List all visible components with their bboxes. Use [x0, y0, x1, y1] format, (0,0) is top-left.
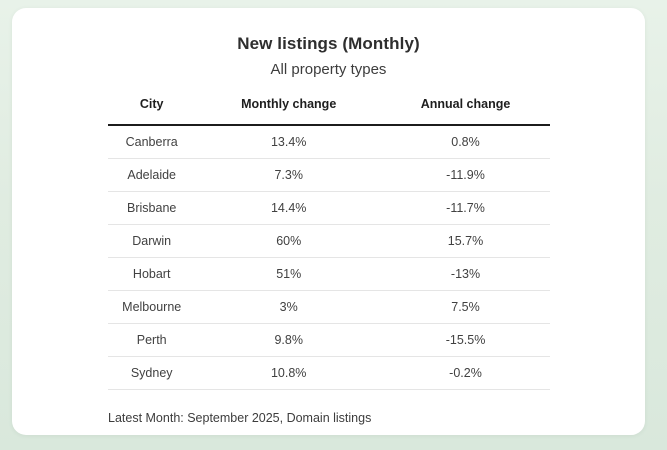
- cell-monthly-change: 14.4%: [195, 191, 382, 225]
- column-header-city: City: [107, 90, 196, 126]
- table-row: Hobart 51% -13%: [107, 257, 550, 291]
- cell-city: Sydney: [107, 356, 196, 390]
- column-header-monthly-change: Monthly change: [195, 90, 382, 126]
- cell-city: Hobart: [107, 257, 196, 291]
- cell-monthly-change: 10.8%: [195, 356, 382, 390]
- table-body: Canberra 13.4% 0.8% Adelaide 7.3% -11.9%…: [107, 125, 550, 390]
- table-row: Brisbane 14.4% -11.7%: [107, 191, 550, 225]
- column-header-annual-change: Annual change: [381, 90, 550, 126]
- table-row: Sydney 10.8% -0.2%: [107, 356, 550, 390]
- cell-city: Brisbane: [107, 191, 196, 225]
- cell-annual-change: -15.5%: [381, 323, 550, 357]
- cell-monthly-change: 3%: [195, 290, 382, 324]
- cell-annual-change: 0.8%: [381, 125, 550, 159]
- table-row: Melbourne 3% 7.5%: [107, 290, 550, 324]
- cell-city: Perth: [107, 323, 196, 357]
- cell-annual-change: -11.7%: [381, 191, 550, 225]
- cell-annual-change: -13%: [381, 257, 550, 291]
- listing-card: New listings (Monthly) All property type…: [12, 8, 645, 435]
- cell-monthly-change: 9.8%: [195, 323, 382, 357]
- cell-city: Canberra: [107, 125, 196, 159]
- table-row: Darwin 60% 15.7%: [107, 224, 550, 258]
- table-header: City Monthly change Annual change: [107, 90, 550, 126]
- cell-monthly-change: 60%: [195, 224, 382, 258]
- page-title: New listings (Monthly): [237, 34, 420, 53]
- cell-annual-change: 7.5%: [381, 290, 550, 324]
- cell-monthly-change: 7.3%: [195, 158, 382, 192]
- table-row: Adelaide 7.3% -11.9%: [107, 158, 550, 192]
- table-header-row: City Monthly change Annual change: [107, 90, 550, 126]
- cell-monthly-change: 13.4%: [195, 125, 382, 159]
- cell-annual-change: -11.9%: [381, 158, 550, 192]
- cell-annual-change: -0.2%: [381, 356, 550, 390]
- cell-monthly-change: 51%: [195, 257, 382, 291]
- new-listings-table: City Monthly change Annual change Canber…: [107, 90, 550, 390]
- cell-city: Darwin: [107, 224, 196, 258]
- table-row: Canberra 13.4% 0.8%: [107, 125, 550, 159]
- table-row: Perth 9.8% -15.5%: [107, 323, 550, 357]
- cell-annual-change: 15.7%: [381, 224, 550, 258]
- page-subtitle: All property types: [270, 61, 387, 78]
- cell-city: Adelaide: [107, 158, 196, 192]
- source-note: Latest Month: September 2025, Domain lis…: [108, 411, 372, 425]
- cell-city: Melbourne: [107, 290, 196, 324]
